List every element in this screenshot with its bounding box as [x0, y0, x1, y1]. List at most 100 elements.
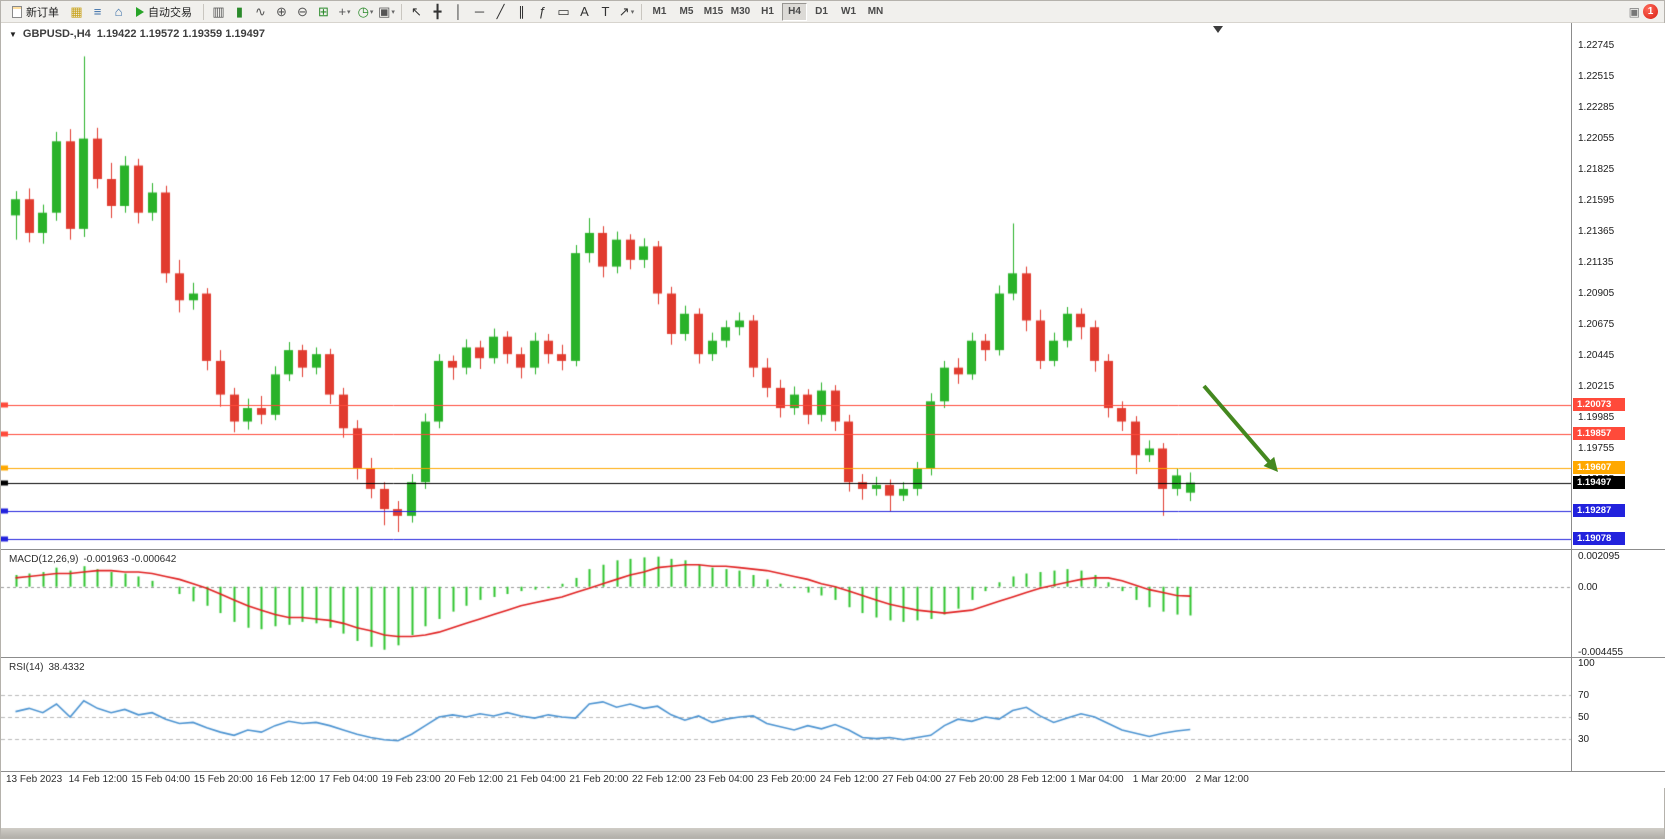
price-axis-label: 1.20215	[1578, 380, 1615, 392]
main-chart-pane: ▼ GBPUSD-,H4 1.19422 1.19572 1.19359 1.1…	[1, 23, 1665, 549]
date-label: 23 Feb 04:00	[694, 774, 754, 785]
timeframe-m30[interactable]: M30	[730, 6, 751, 17]
bar-chart-icon[interactable]: ▥	[212, 3, 225, 19]
time-axis[interactable]: 13 Feb 2023 14 Feb 12:00 15 Feb 04:00 15 Fe…	[1, 771, 1665, 788]
macd-canvas[interactable]	[1, 550, 1571, 657]
arrows-icon[interactable]: ↗ ▾	[618, 3, 635, 19]
shapes-icon[interactable]: ▭	[557, 3, 570, 19]
crosshair-icon[interactable]: ╋	[433, 3, 442, 19]
text-icon[interactable]: A	[580, 4, 589, 19]
price-axis-label: 1.22055	[1578, 132, 1615, 144]
fibonacci-icon[interactable]: ƒ	[538, 4, 547, 19]
new-chart-icon[interactable]: + ▾	[338, 4, 351, 19]
toolbar-separator	[401, 3, 402, 20]
price-tag: 1.19078	[1573, 532, 1625, 546]
new-order-button[interactable]: 新订单	[5, 2, 66, 22]
channel-icon[interactable]: ∥	[518, 3, 525, 19]
zoom-in-icon[interactable]: ⊕	[276, 3, 287, 19]
ohlc-values: 1.19422 1.19572 1.19359 1.19497	[96, 28, 265, 40]
price-axis-label: 1.21825	[1578, 163, 1615, 175]
trendline-icon[interactable]: ╱	[496, 3, 505, 19]
rsi-axis[interactable]: 100 70 50 30	[1571, 658, 1665, 771]
template-icon[interactable]: ▣ ▾	[378, 3, 395, 19]
market-watch-icon[interactable]: ≡	[93, 4, 102, 19]
timeframe-mn[interactable]: MN	[867, 6, 884, 17]
price-axis-label: 1.20905	[1578, 287, 1615, 299]
price-axis-label: 1.21135	[1578, 256, 1614, 268]
rsi-canvas[interactable]	[1, 658, 1571, 771]
auto-trading-button[interactable]: 自动交易	[129, 2, 199, 22]
label-icon[interactable]: T	[601, 4, 610, 19]
line-chart-icon[interactable]: ∿	[255, 3, 266, 19]
date-label: 15 Feb 20:00	[193, 774, 253, 785]
price-axis-label: 1.19755	[1578, 442, 1615, 454]
toolbar-separator	[641, 3, 642, 20]
new-order-icon	[12, 5, 22, 18]
price-tag: 1.19607	[1573, 460, 1625, 474]
macd-values: -0.001963 -0.000642	[83, 554, 177, 565]
macd-axis[interactable]: 0.002095 0.00 -0.004455	[1571, 550, 1665, 658]
cursor-icon[interactable]: ↖	[411, 3, 422, 19]
macd-axis-label: 0.002095	[1578, 551, 1620, 562]
vertical-line-icon[interactable]: │	[454, 4, 463, 19]
timeframe-m15[interactable]: M15	[703, 6, 724, 17]
price-tag: 1.20073	[1573, 397, 1625, 411]
price-tag: 1.19497	[1573, 475, 1625, 489]
symbol-ohlc-label: ▼ GBPUSD-,H4 1.19422 1.19572 1.19359 1.1…	[9, 28, 265, 40]
price-tag: 1.19857	[1573, 427, 1625, 441]
price-axis-label: 1.22285	[1578, 101, 1615, 113]
price-axis-label: 1.22515	[1578, 70, 1615, 82]
timeframe-m1[interactable]: M1	[652, 6, 667, 17]
arrows-icon-caret: ▾	[630, 8, 635, 16]
date-label: 17 Feb 04:00	[319, 774, 378, 785]
price-axis-label: 1.20675	[1578, 318, 1615, 330]
price-axis-label: 1.21595	[1578, 194, 1615, 206]
price-axis-label: 1.19985	[1578, 411, 1615, 423]
rsi-axis-label: 70	[1578, 690, 1590, 702]
timeframe-d1[interactable]: D1	[815, 6, 828, 17]
macd-axis-label: 0.00	[1578, 581, 1598, 593]
date-label: 23 Feb 20:00	[757, 774, 817, 785]
macd-title: MACD(12,26,9)	[9, 554, 79, 565]
timeframe-w1[interactable]: W1	[841, 6, 856, 17]
price-axis-label: 1.21365	[1578, 225, 1615, 237]
date-label: 14 Feb 12:00	[68, 774, 128, 785]
timeframe-group: M1 M5 M15 M30 H1 H4 D1 W1 MN	[646, 2, 889, 21]
template-icon-caret: ▾	[391, 8, 395, 16]
candlestick-chart-icon[interactable]: ▮	[235, 3, 244, 19]
chart-shift-marker[interactable]	[1213, 26, 1223, 33]
timeframe-h4[interactable]: H4	[782, 2, 807, 21]
rsi-title: RSI(14)	[9, 662, 44, 673]
taskbar-strip	[1, 828, 1664, 838]
main-chart-canvas[interactable]	[1, 23, 1571, 549]
period-icon[interactable]: ◷ ▾	[357, 3, 374, 19]
date-label: 19 Feb 23:00	[381, 774, 441, 785]
rsi-value: 38.4332	[48, 662, 85, 673]
zoom-out-icon[interactable]: ⊖	[297, 3, 308, 19]
rsi-axis-label: 50	[1578, 712, 1590, 723]
new-chart-icon-caret: ▾	[347, 8, 351, 16]
price-axis[interactable]: 1.22745 1.22515 1.22285 1.22055 1.21825 1.215…	[1571, 23, 1665, 549]
horizontal-line-icon[interactable]: ─	[474, 4, 485, 19]
date-label: 13 Feb 2023	[6, 774, 63, 785]
date-label: 24 Feb 12:00	[819, 774, 879, 785]
auto-trading-label: 自动交易	[148, 6, 192, 19]
timeframe-h1[interactable]: H1	[761, 6, 774, 17]
date-label: 21 Feb 20:00	[569, 774, 629, 785]
status-icon[interactable]: ▣	[1628, 4, 1640, 19]
navigator-icon[interactable]: ⌂	[114, 4, 123, 19]
date-label: 20 Feb 12:00	[444, 774, 504, 785]
notification-badge[interactable]: 1	[1643, 4, 1658, 19]
rsi-axis-label: 30	[1578, 733, 1590, 745]
profiles-icon[interactable]: ▦	[70, 3, 83, 19]
chart-dropdown-icon[interactable]: ▼	[9, 29, 17, 39]
price-axis-label: 1.20445	[1578, 349, 1615, 361]
macd-label: MACD(12,26,9) -0.001963 -0.000642	[9, 554, 176, 565]
date-label: 1 Mar 04:00	[1070, 774, 1124, 785]
new-order-label: 新订单	[26, 6, 59, 19]
trend-arrow-annotation[interactable]	[1191, 373, 1291, 483]
tile-windows-icon[interactable]: ⊞	[318, 3, 329, 19]
date-label: 27 Feb 20:00	[945, 774, 1004, 785]
timeframe-m5[interactable]: M5	[679, 6, 694, 17]
